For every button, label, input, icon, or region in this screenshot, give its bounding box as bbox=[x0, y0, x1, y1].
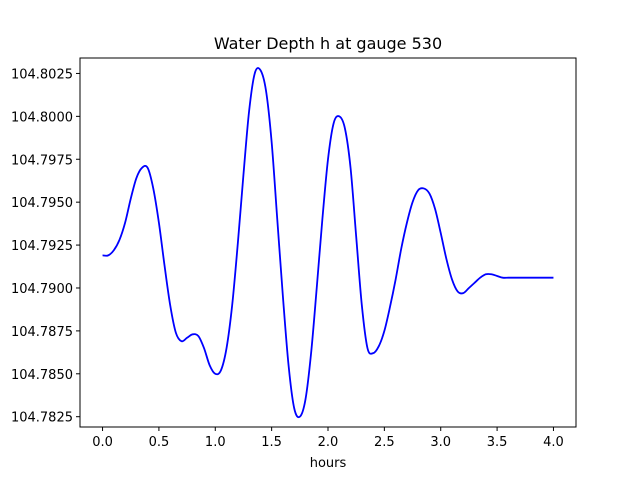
y-tick-label: 104.7900 bbox=[11, 282, 73, 297]
x-tick-label: 2.0 bbox=[318, 435, 339, 450]
series-line bbox=[102, 67, 554, 419]
x-tick-label: 4.0 bbox=[543, 435, 564, 450]
y-tick-label: 104.7925 bbox=[11, 239, 73, 254]
x-tick-label: 1.5 bbox=[261, 435, 282, 450]
x-axis: 0.0 0.5 1.0 1.5 2.0 2.5 3.0 3.5 4.0 bbox=[92, 427, 564, 450]
y-tick-label: 104.8025 bbox=[11, 67, 73, 82]
y-tick-label: 104.7875 bbox=[11, 325, 73, 340]
x-tick-label: 3.5 bbox=[487, 435, 508, 450]
y-tick-label: 104.8000 bbox=[11, 110, 73, 125]
x-tick-label: 1.0 bbox=[205, 435, 226, 450]
y-tick-label: 104.7850 bbox=[11, 368, 73, 383]
x-axis-label: hours bbox=[310, 456, 347, 471]
y-tick-label: 104.7975 bbox=[11, 153, 73, 168]
y-axis: 104.7825 104.7850 104.7875 104.7900 104.7925… bbox=[11, 67, 80, 426]
y-tick-label: 104.7825 bbox=[11, 411, 73, 426]
x-tick-label: 0.5 bbox=[149, 435, 170, 450]
x-tick-label: 0.0 bbox=[92, 435, 113, 450]
y-tick-label: 104.7950 bbox=[11, 196, 73, 211]
chart-title: Water Depth h at gauge 530 bbox=[214, 34, 442, 53]
x-tick-label: 3.0 bbox=[430, 435, 451, 450]
x-tick-label: 2.5 bbox=[374, 435, 395, 450]
